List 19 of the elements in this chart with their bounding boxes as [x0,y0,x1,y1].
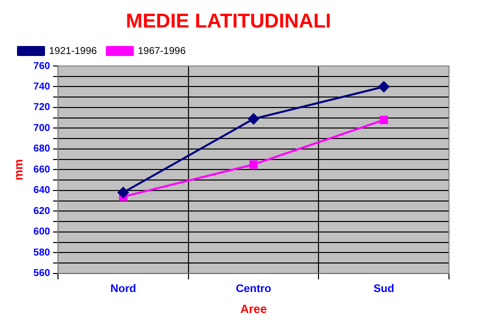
y-tick-label: 580 [33,247,51,258]
y-tick-label: 600 [33,226,51,238]
y-tick-label: 700 [33,122,51,134]
y-tick-label: 760 [33,60,51,72]
y-tick-label: 740 [33,81,51,92]
y-tick-label: 640 [33,185,51,196]
legend-label: 1967-1996 [138,46,186,57]
y-axis-title: mm [12,159,26,180]
y-tick-label: 560 [33,268,51,280]
x-tick-label: Sud [373,283,394,296]
chart-title: MEDIE LATITUDINALI [126,10,332,33]
x-tick-label: Nord [110,283,136,296]
y-tick-label: 720 [33,102,51,114]
y-tick-label: 660 [33,164,51,176]
legend-label: 1921-1996 [49,46,98,57]
y-tick-label: 620 [33,206,51,217]
x-axis-title: Aree [240,302,268,316]
x-tick-label: Centro [236,283,272,296]
y-tick-label: 680 [33,144,51,155]
